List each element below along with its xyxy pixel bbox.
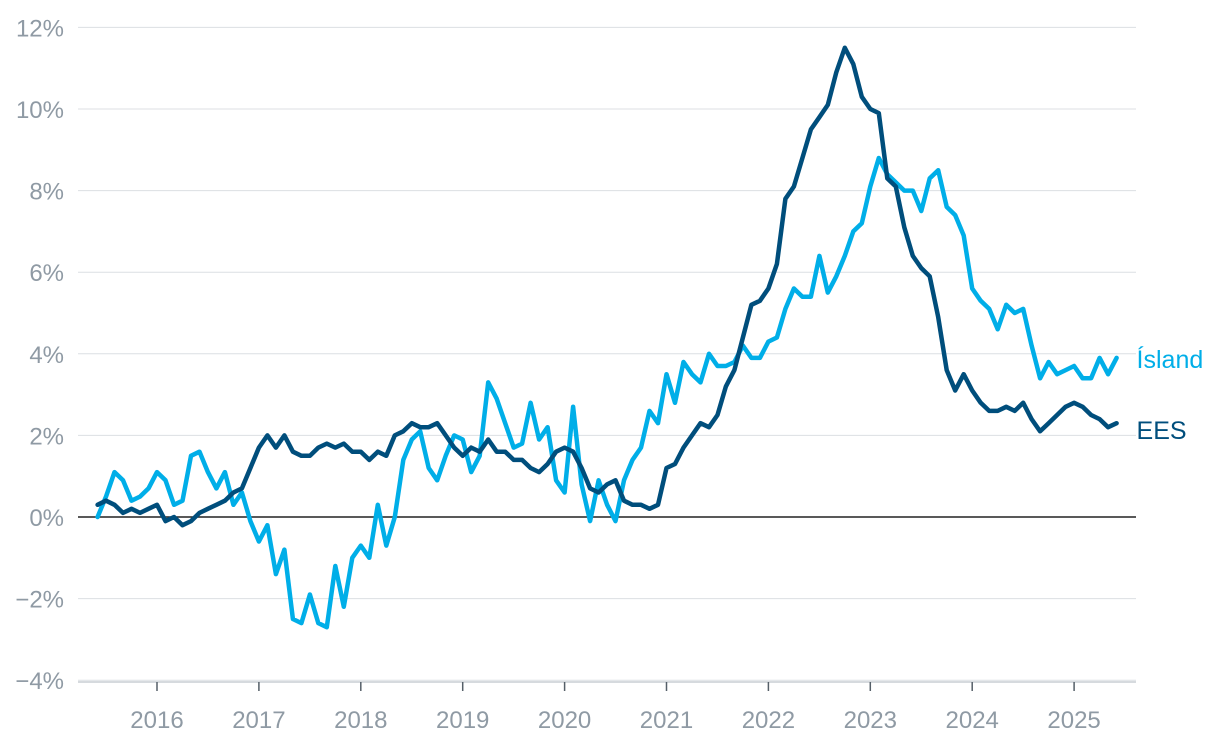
series-lines (95, 45, 1119, 630)
grid-lines (78, 26, 1136, 681)
y-tick-label: −4% (15, 668, 64, 695)
x-tick-label: 2024 (946, 707, 999, 734)
y-tick-label: 2% (29, 423, 64, 450)
series-label: Ísland (1137, 345, 1204, 374)
x-tick-label: 2022 (742, 707, 795, 734)
x-tick-label: 2019 (436, 707, 489, 734)
y-tick-label: 10% (16, 97, 64, 124)
series-label: EES (1137, 417, 1187, 445)
x-tick-label: 2021 (640, 707, 693, 734)
series-line-island (95, 155, 1119, 630)
y-tick-label: 0% (29, 505, 64, 532)
y-tick-label: 6% (29, 260, 64, 287)
series-labels: Ísland EES (1137, 345, 1204, 445)
y-tick-label: 4% (29, 342, 64, 369)
x-tick-label: 2023 (844, 707, 897, 734)
y-tick-label: 8% (29, 179, 64, 206)
x-tick-label: 2020 (538, 707, 591, 734)
y-axis-tick-labels: −4% −2% 0% 2% 4% 6% 8% 10% 12% (15, 15, 64, 695)
series-line-ees (95, 45, 1119, 528)
y-tick-label: 12% (16, 15, 64, 42)
x-tick-label: 2025 (1047, 707, 1100, 734)
y-tick-label: −2% (15, 587, 64, 614)
x-axis: 2016 2017 2018 2019 2020 2021 2022 2023 2024 2025 (78, 681, 1136, 734)
x-tick-label: 2018 (334, 707, 387, 734)
x-tick-label: 2017 (232, 707, 285, 734)
x-tick-label: 2016 (130, 707, 183, 734)
